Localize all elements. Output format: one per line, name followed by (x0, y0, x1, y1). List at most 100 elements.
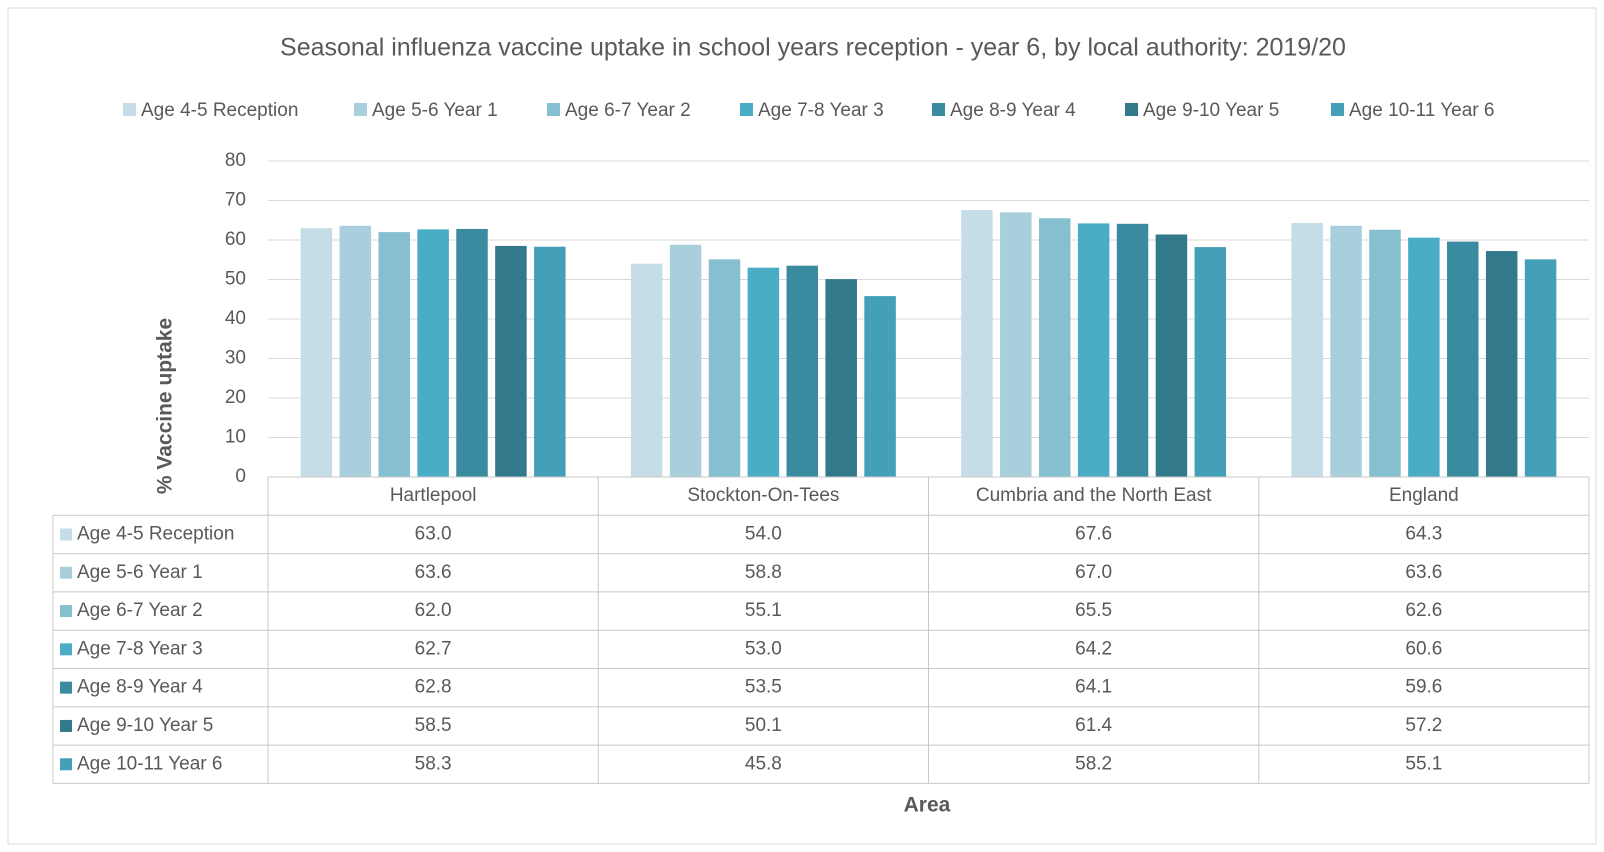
table-row-label: Age 6-7 Year 2 (77, 600, 203, 621)
table-value: 67.0 (1075, 562, 1112, 583)
table-row-label: Age 5-6 Year 1 (77, 562, 203, 583)
legend-swatch (1125, 103, 1138, 116)
table-value: 62.7 (415, 638, 452, 659)
bar (864, 296, 896, 477)
y-tick-label: 30 (225, 348, 246, 369)
legend-label: Age 4-5 Reception (141, 100, 298, 121)
y-tick-label: 50 (225, 269, 246, 290)
y-tick-label: 10 (225, 427, 246, 448)
table-value: 63.6 (1405, 562, 1442, 583)
legend-label: Age 6-7 Year 2 (565, 100, 691, 121)
y-tick-label: 80 (225, 150, 246, 171)
bar (378, 232, 410, 477)
table-legend-swatch (60, 681, 72, 694)
y-axis-title: % Vaccine uptake (154, 318, 177, 494)
table-value: 62.0 (415, 600, 452, 621)
table-legend-swatch (60, 643, 72, 656)
x-tick-label: Cumbria and the North East (976, 485, 1212, 506)
table-value: 58.3 (415, 753, 452, 774)
bar (1291, 223, 1323, 477)
table-value: 57.2 (1405, 715, 1442, 736)
table-value: 64.3 (1405, 523, 1442, 544)
legend-label: Age 7-8 Year 3 (758, 100, 884, 121)
table-value: 64.2 (1075, 638, 1112, 659)
bar (1038, 218, 1071, 477)
table-value: 60.6 (1405, 638, 1442, 659)
bar (1485, 251, 1518, 477)
bar (1194, 247, 1227, 477)
table-value: 58.2 (1075, 753, 1112, 774)
table-value: 61.4 (1075, 715, 1112, 736)
table-value: 50.1 (745, 715, 782, 736)
bar (1000, 212, 1032, 477)
chart-title: Seasonal influenza vaccine uptake in sch… (280, 34, 1346, 62)
table-value: 62.6 (1405, 600, 1442, 621)
y-tick-label: 0 (235, 466, 246, 487)
legend-swatch (547, 103, 560, 116)
table-row-label: Age 4-5 Reception (77, 523, 234, 544)
bar (669, 244, 702, 477)
table-value: 58.5 (415, 715, 452, 736)
table-row-label: Age 7-8 Year 3 (77, 638, 203, 659)
table-row-label: Age 9-10 Year 5 (77, 715, 213, 736)
legend-label: Age 8-9 Year 4 (950, 100, 1076, 121)
table-value: 62.8 (415, 677, 452, 698)
table-legend-swatch (60, 719, 72, 732)
x-tick-label: Stockton-On-Tees (687, 485, 839, 506)
bar (300, 228, 333, 477)
table-legend-swatch (60, 566, 72, 579)
table-value: 53.5 (745, 677, 782, 698)
bar (1155, 234, 1188, 477)
bar (1524, 259, 1557, 477)
bar (1330, 225, 1362, 477)
y-tick-label: 70 (225, 190, 246, 211)
bar (961, 209, 993, 478)
table-value: 64.1 (1075, 677, 1112, 698)
table-value: 63.6 (415, 562, 452, 583)
bar (495, 245, 527, 477)
table-value: 55.1 (1405, 753, 1442, 774)
legend-label: Age 10-11 Year 6 (1349, 100, 1494, 121)
y-tick-label: 20 (225, 387, 246, 408)
legend-swatch (1331, 103, 1344, 116)
bar (534, 246, 566, 477)
bar (1369, 229, 1401, 477)
bar (1408, 237, 1440, 477)
legend-label: Age 5-6 Year 1 (372, 100, 498, 121)
table-value: 67.6 (1075, 523, 1112, 544)
bar (708, 259, 741, 477)
legend-swatch (740, 103, 753, 116)
legend-swatch (932, 103, 945, 116)
table-value: 59.6 (1405, 677, 1442, 698)
y-tick-label: 40 (225, 308, 246, 329)
bar (417, 229, 449, 477)
table-legend-swatch (60, 528, 72, 541)
table-value: 55.1 (745, 600, 782, 621)
legend-label: Age 9-10 Year 5 (1143, 100, 1279, 121)
bar (1077, 223, 1110, 477)
bar (825, 279, 857, 477)
x-tick-label: England (1389, 485, 1459, 506)
table-row-label: Age 10-11 Year 6 (77, 753, 222, 774)
x-tick-label: Hartlepool (390, 485, 477, 506)
bar (747, 267, 780, 477)
y-tick-label: 60 (225, 229, 246, 250)
bar (339, 225, 372, 477)
bar (786, 265, 819, 477)
table-legend-swatch (60, 758, 72, 771)
bar (456, 228, 488, 477)
table-value: 58.8 (745, 562, 782, 583)
bar (630, 263, 663, 477)
table-value: 54.0 (745, 523, 782, 544)
bar (1116, 223, 1149, 477)
table-value: 65.5 (1075, 600, 1112, 621)
table-legend-swatch (60, 605, 72, 618)
table-value: 63.0 (415, 523, 452, 544)
legend-swatch (123, 103, 136, 116)
table-value: 53.0 (745, 638, 782, 659)
x-axis-title: Area (904, 794, 951, 817)
legend-swatch (354, 103, 367, 116)
bar (1447, 241, 1479, 477)
table-row-label: Age 8-9 Year 4 (77, 677, 203, 698)
